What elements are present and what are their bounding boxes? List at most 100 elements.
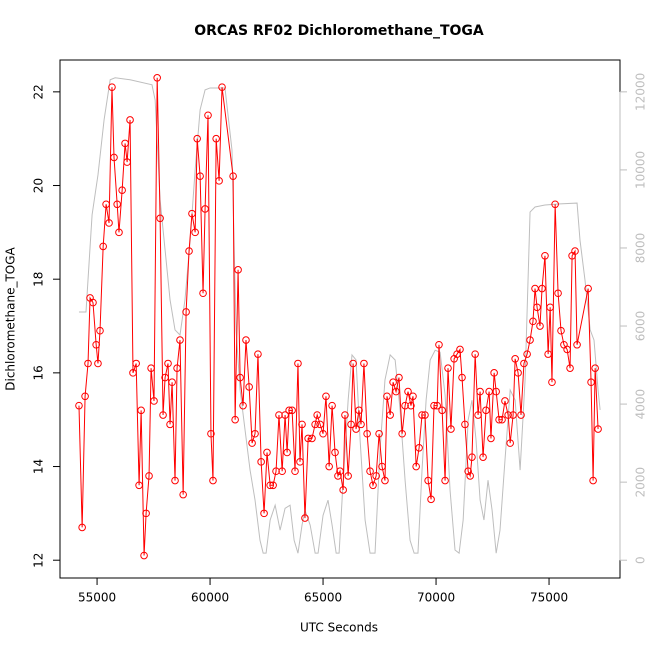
data-point bbox=[341, 411, 349, 419]
data-point bbox=[161, 373, 169, 382]
data-point bbox=[294, 359, 302, 368]
data-point bbox=[242, 336, 250, 344]
data-point bbox=[421, 411, 429, 419]
data-point bbox=[357, 420, 365, 429]
data-point bbox=[591, 364, 599, 372]
data-point bbox=[105, 219, 113, 227]
series-line bbox=[78, 77, 601, 555]
data-point bbox=[418, 411, 426, 419]
data-point bbox=[541, 251, 549, 260]
data-point bbox=[296, 458, 304, 466]
data-point bbox=[291, 467, 299, 476]
data-point bbox=[492, 387, 500, 396]
data-point bbox=[412, 462, 420, 471]
data-point bbox=[209, 476, 217, 485]
data-point bbox=[204, 111, 212, 120]
data-point bbox=[150, 397, 158, 405]
data-point bbox=[563, 345, 571, 354]
data-point bbox=[110, 153, 118, 162]
data-point bbox=[142, 509, 150, 518]
data-point bbox=[245, 383, 253, 391]
data-point bbox=[520, 359, 528, 368]
data-point bbox=[566, 364, 574, 372]
data-point bbox=[360, 359, 368, 368]
data-point bbox=[424, 476, 432, 485]
data-point bbox=[185, 247, 193, 255]
data-point bbox=[99, 242, 107, 251]
data-point bbox=[517, 411, 525, 419]
data-point bbox=[533, 303, 541, 312]
y2-tick-label: 2000 bbox=[634, 467, 648, 498]
data-point bbox=[304, 434, 312, 443]
y-tick-label: 16 bbox=[32, 365, 46, 380]
data-point bbox=[281, 411, 289, 419]
data-point bbox=[121, 139, 129, 148]
data-point bbox=[115, 228, 123, 237]
data-point bbox=[471, 350, 479, 358]
data-point bbox=[355, 406, 363, 415]
data-point bbox=[182, 308, 190, 316]
data-point bbox=[538, 284, 546, 293]
data-point bbox=[239, 401, 247, 410]
data-point bbox=[529, 317, 537, 326]
data-point bbox=[266, 481, 274, 490]
y2-tick-label: 10000 bbox=[634, 151, 648, 189]
data-point bbox=[145, 472, 153, 480]
data-point bbox=[102, 200, 110, 209]
data-point bbox=[218, 83, 226, 91]
data-point bbox=[313, 411, 321, 419]
series-line bbox=[78, 77, 599, 556]
data-point bbox=[92, 340, 100, 349]
data-point bbox=[251, 429, 259, 438]
x-tick-label: 65000 bbox=[304, 591, 342, 605]
data-point bbox=[544, 350, 552, 358]
data-point bbox=[164, 359, 172, 368]
data-point bbox=[75, 401, 83, 410]
data-point bbox=[383, 392, 391, 401]
data-point bbox=[378, 462, 386, 471]
data-point bbox=[352, 425, 360, 433]
x-tick-label: 55000 bbox=[78, 591, 116, 605]
data-point bbox=[369, 481, 377, 490]
y-tick-label: 22 bbox=[32, 84, 46, 99]
data-point bbox=[298, 420, 306, 429]
data-point bbox=[447, 425, 455, 433]
data-point bbox=[536, 322, 544, 330]
data-point bbox=[140, 551, 148, 560]
y-axis-title: Dichloromethane_TOGA bbox=[4, 246, 18, 390]
data-point bbox=[126, 116, 134, 124]
data-point bbox=[311, 420, 319, 429]
data-point bbox=[156, 214, 164, 223]
data-point bbox=[166, 420, 174, 429]
y-tick-label: 18 bbox=[32, 272, 46, 287]
data-point bbox=[336, 467, 344, 476]
data-point bbox=[514, 369, 522, 377]
data-point bbox=[129, 369, 137, 377]
data-point bbox=[288, 406, 296, 415]
data-point bbox=[168, 378, 176, 387]
data-point bbox=[349, 359, 357, 368]
data-point bbox=[554, 289, 562, 298]
data-point bbox=[401, 401, 409, 410]
data-point bbox=[347, 420, 355, 429]
data-point bbox=[386, 411, 394, 419]
data-point bbox=[248, 439, 256, 447]
data-point bbox=[159, 411, 167, 419]
data-point bbox=[285, 406, 293, 415]
data-point bbox=[207, 429, 215, 438]
data-point bbox=[269, 481, 277, 490]
data-point bbox=[94, 359, 102, 368]
data-point bbox=[236, 373, 244, 382]
data-point bbox=[466, 472, 474, 480]
data-point bbox=[339, 486, 347, 494]
y2-tick-label: 8000 bbox=[634, 233, 648, 264]
data-point bbox=[316, 420, 324, 429]
data-point bbox=[487, 434, 495, 443]
data-point bbox=[504, 411, 512, 419]
data-point bbox=[511, 355, 519, 363]
data-point bbox=[78, 523, 86, 532]
data-point bbox=[96, 326, 104, 335]
data-point bbox=[123, 158, 131, 166]
data-point bbox=[372, 472, 380, 480]
